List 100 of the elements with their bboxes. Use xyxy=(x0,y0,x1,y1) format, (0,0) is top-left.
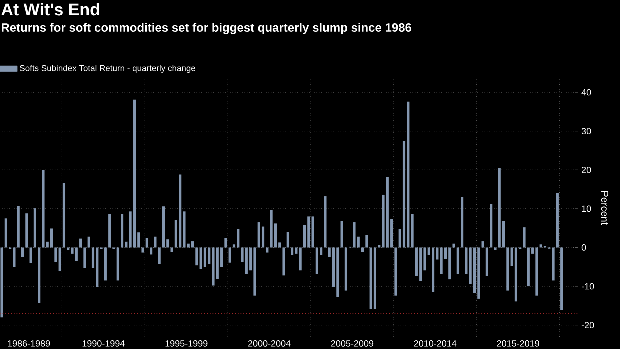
bar xyxy=(146,238,148,248)
bar xyxy=(448,248,452,280)
bar xyxy=(432,248,435,292)
bar xyxy=(212,248,215,286)
bar xyxy=(84,248,86,268)
bar xyxy=(420,248,422,282)
bar xyxy=(312,216,314,248)
bar xyxy=(340,221,344,248)
bar xyxy=(461,197,464,248)
bar xyxy=(0,248,4,318)
bar xyxy=(486,248,488,276)
bar xyxy=(54,248,58,262)
bar xyxy=(42,170,45,248)
bar xyxy=(191,242,194,248)
bar xyxy=(494,248,497,250)
bar xyxy=(154,236,157,248)
bar xyxy=(560,248,564,310)
bar xyxy=(62,183,66,248)
bar xyxy=(200,248,202,270)
bar xyxy=(116,248,120,281)
bar xyxy=(270,210,273,248)
bar xyxy=(282,248,286,276)
bar xyxy=(13,248,16,268)
bar xyxy=(386,178,389,248)
y-tick-label: 40 xyxy=(582,89,592,96)
x-tick-label: 2015-2019 xyxy=(497,340,540,347)
bar xyxy=(366,235,368,248)
bar xyxy=(394,248,398,296)
bar xyxy=(26,214,28,248)
bar xyxy=(142,248,144,253)
bar xyxy=(262,226,265,248)
x-tick-label: 1986-1989 xyxy=(8,340,50,347)
x-tick-label: 2010-2014 xyxy=(414,340,457,347)
x-tick-label: 2000-2004 xyxy=(248,340,291,347)
x-tick-label: 1995-1999 xyxy=(166,340,208,347)
bar xyxy=(50,228,54,248)
bar xyxy=(158,248,161,264)
bar xyxy=(452,244,456,248)
bar xyxy=(344,248,348,291)
bar xyxy=(104,248,107,281)
bar xyxy=(506,248,510,291)
bar xyxy=(237,229,240,248)
x-tick-label: 2005-2009 xyxy=(331,340,374,347)
y-tick-label: -20 xyxy=(582,322,594,329)
bar xyxy=(108,214,112,248)
bar xyxy=(299,248,302,271)
bar xyxy=(523,228,526,248)
bar xyxy=(67,248,70,250)
bar xyxy=(150,248,153,255)
bar xyxy=(120,214,124,248)
bar xyxy=(478,248,480,299)
bar xyxy=(170,248,174,252)
bar xyxy=(17,206,20,248)
bar xyxy=(514,248,518,302)
bar xyxy=(204,248,206,268)
bar xyxy=(370,248,372,310)
chart-title: At Wit's End xyxy=(2,3,100,16)
bar xyxy=(353,222,356,248)
bar xyxy=(245,248,248,274)
bar xyxy=(133,100,136,248)
bar xyxy=(316,248,318,274)
bar xyxy=(38,248,41,304)
bar xyxy=(75,248,78,262)
bar xyxy=(440,248,443,274)
bar xyxy=(224,238,228,248)
bar xyxy=(80,238,82,248)
bar xyxy=(228,248,232,263)
bar xyxy=(286,232,290,248)
bar xyxy=(407,102,410,248)
bar xyxy=(527,248,530,287)
bar xyxy=(96,248,99,288)
bar xyxy=(536,248,538,296)
bar xyxy=(4,218,8,248)
bar xyxy=(162,206,166,248)
x-tick-label: 1990-1994 xyxy=(82,340,125,347)
bar xyxy=(465,248,468,274)
bar xyxy=(291,248,294,256)
bar xyxy=(411,214,414,248)
bar xyxy=(336,248,340,298)
bar xyxy=(362,248,364,252)
legend-label: Softs Subindex Total Return - quarterly change xyxy=(20,65,196,74)
bar xyxy=(490,204,493,248)
bar xyxy=(21,248,24,258)
y-axis-title: Percent xyxy=(601,192,608,226)
bar xyxy=(30,248,32,264)
bar xyxy=(258,222,260,248)
y-tick-label: 20 xyxy=(582,166,592,174)
bar xyxy=(88,236,90,248)
bar xyxy=(498,168,501,248)
y-tick-label: -10 xyxy=(582,283,594,290)
y-tick-label: 0 xyxy=(582,244,586,251)
bar xyxy=(196,248,198,266)
bar xyxy=(540,244,542,248)
bar xyxy=(552,248,555,281)
bar xyxy=(34,208,36,248)
bar xyxy=(295,248,298,254)
y-tick-label: 30 xyxy=(582,128,592,135)
bar xyxy=(456,248,460,274)
bar xyxy=(556,193,559,248)
y-tick-label: 10 xyxy=(582,206,592,212)
